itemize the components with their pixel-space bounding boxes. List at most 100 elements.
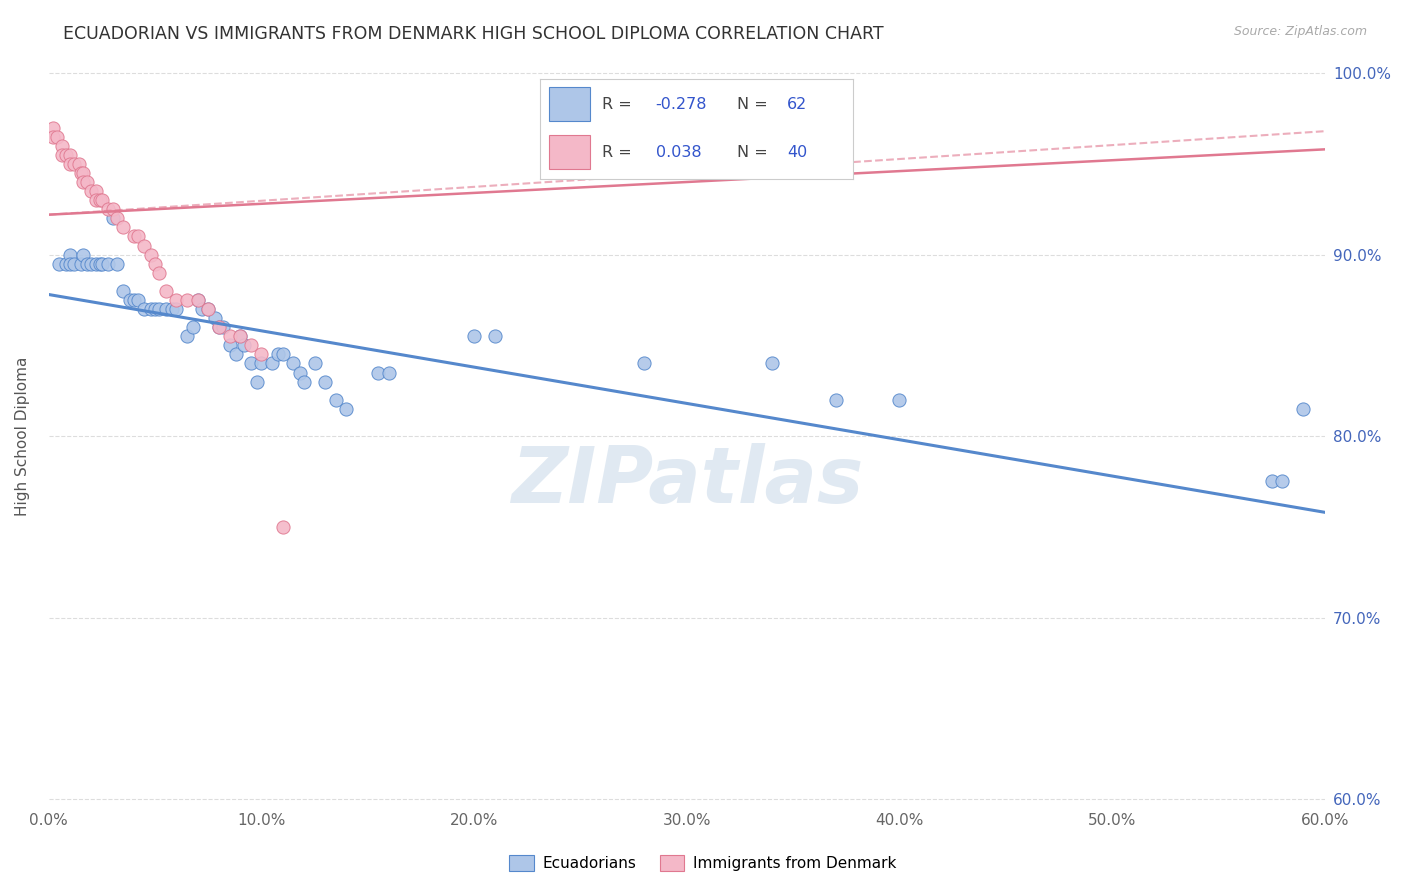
- Point: [143, 301, 166, 316]
- Point: [90, 257, 112, 271]
- Point: [367, 366, 389, 380]
- Point: [250, 347, 273, 361]
- Point: [69, 166, 91, 180]
- Point: [134, 301, 156, 316]
- Point: [72, 175, 94, 189]
- Point: [139, 301, 162, 316]
- Point: [76, 175, 98, 189]
- Point: [101, 211, 124, 226]
- Point: [63, 157, 86, 171]
- Point: [271, 347, 294, 361]
- Point: [267, 347, 290, 361]
- Legend: Ecuadorians, Immigrants from Denmark: Ecuadorians, Immigrants from Denmark: [503, 849, 903, 877]
- Point: [59, 257, 82, 271]
- Point: [229, 329, 252, 343]
- Point: [165, 301, 187, 316]
- Point: [112, 284, 135, 298]
- Point: [283, 356, 305, 370]
- Y-axis label: High School Diploma: High School Diploma: [15, 357, 30, 516]
- Point: [46, 129, 69, 144]
- Point: [176, 293, 198, 307]
- Point: [463, 329, 485, 343]
- Point: [42, 129, 65, 144]
- Point: [89, 193, 111, 207]
- Point: [824, 392, 846, 407]
- Point: [183, 320, 205, 334]
- Point: [148, 301, 170, 316]
- Point: [1271, 475, 1294, 489]
- Text: Source: ZipAtlas.com: Source: ZipAtlas.com: [1233, 25, 1367, 38]
- Point: [176, 329, 198, 343]
- Point: [67, 157, 90, 171]
- Point: [101, 202, 124, 217]
- Point: [633, 356, 655, 370]
- Text: ZIPatlas: ZIPatlas: [510, 442, 863, 519]
- Point: [80, 257, 103, 271]
- Point: [42, 120, 65, 135]
- Point: [59, 157, 82, 171]
- Point: [51, 148, 73, 162]
- Point: [143, 257, 166, 271]
- Point: [229, 329, 252, 343]
- Point: [325, 392, 347, 407]
- Point: [165, 293, 187, 307]
- Point: [105, 211, 128, 226]
- Point: [191, 301, 214, 316]
- Point: [72, 166, 94, 180]
- Point: [292, 375, 315, 389]
- Point: [761, 356, 783, 370]
- Point: [51, 138, 73, 153]
- Point: [197, 301, 219, 316]
- Point: [84, 193, 107, 207]
- Text: ECUADORIAN VS IMMIGRANTS FROM DENMARK HIGH SCHOOL DIPLOMA CORRELATION CHART: ECUADORIAN VS IMMIGRANTS FROM DENMARK HI…: [63, 25, 884, 43]
- Point: [59, 247, 82, 261]
- Point: [187, 293, 209, 307]
- Point: [260, 356, 283, 370]
- Point: [889, 392, 911, 407]
- Point: [271, 520, 294, 534]
- Point: [239, 338, 262, 352]
- Point: [212, 320, 235, 334]
- Point: [218, 338, 240, 352]
- Point: [484, 329, 506, 343]
- Point: [69, 257, 91, 271]
- Point: [208, 320, 231, 334]
- Point: [84, 184, 107, 198]
- Point: [84, 257, 107, 271]
- Point: [59, 148, 82, 162]
- Point: [122, 293, 145, 307]
- Point: [233, 338, 256, 352]
- Point: [72, 247, 94, 261]
- Point: [1260, 475, 1282, 489]
- Point: [55, 148, 77, 162]
- Point: [335, 401, 357, 416]
- Point: [288, 366, 311, 380]
- Point: [160, 301, 183, 316]
- Point: [118, 293, 141, 307]
- Point: [105, 257, 128, 271]
- Point: [80, 184, 103, 198]
- Point: [250, 356, 273, 370]
- Point: [127, 229, 149, 244]
- Point: [148, 266, 170, 280]
- Point: [55, 257, 77, 271]
- Point: [246, 375, 269, 389]
- Point: [155, 284, 177, 298]
- Point: [127, 293, 149, 307]
- Point: [218, 329, 240, 343]
- Point: [204, 311, 226, 326]
- Point: [1292, 401, 1315, 416]
- Point: [378, 366, 401, 380]
- Point: [197, 301, 219, 316]
- Point: [63, 257, 86, 271]
- Point: [139, 247, 162, 261]
- Point: [76, 257, 98, 271]
- Point: [134, 238, 156, 252]
- Point: [187, 293, 209, 307]
- Point: [112, 220, 135, 235]
- Point: [97, 257, 120, 271]
- Point: [304, 356, 326, 370]
- Point: [89, 257, 111, 271]
- Point: [314, 375, 336, 389]
- Point: [239, 356, 262, 370]
